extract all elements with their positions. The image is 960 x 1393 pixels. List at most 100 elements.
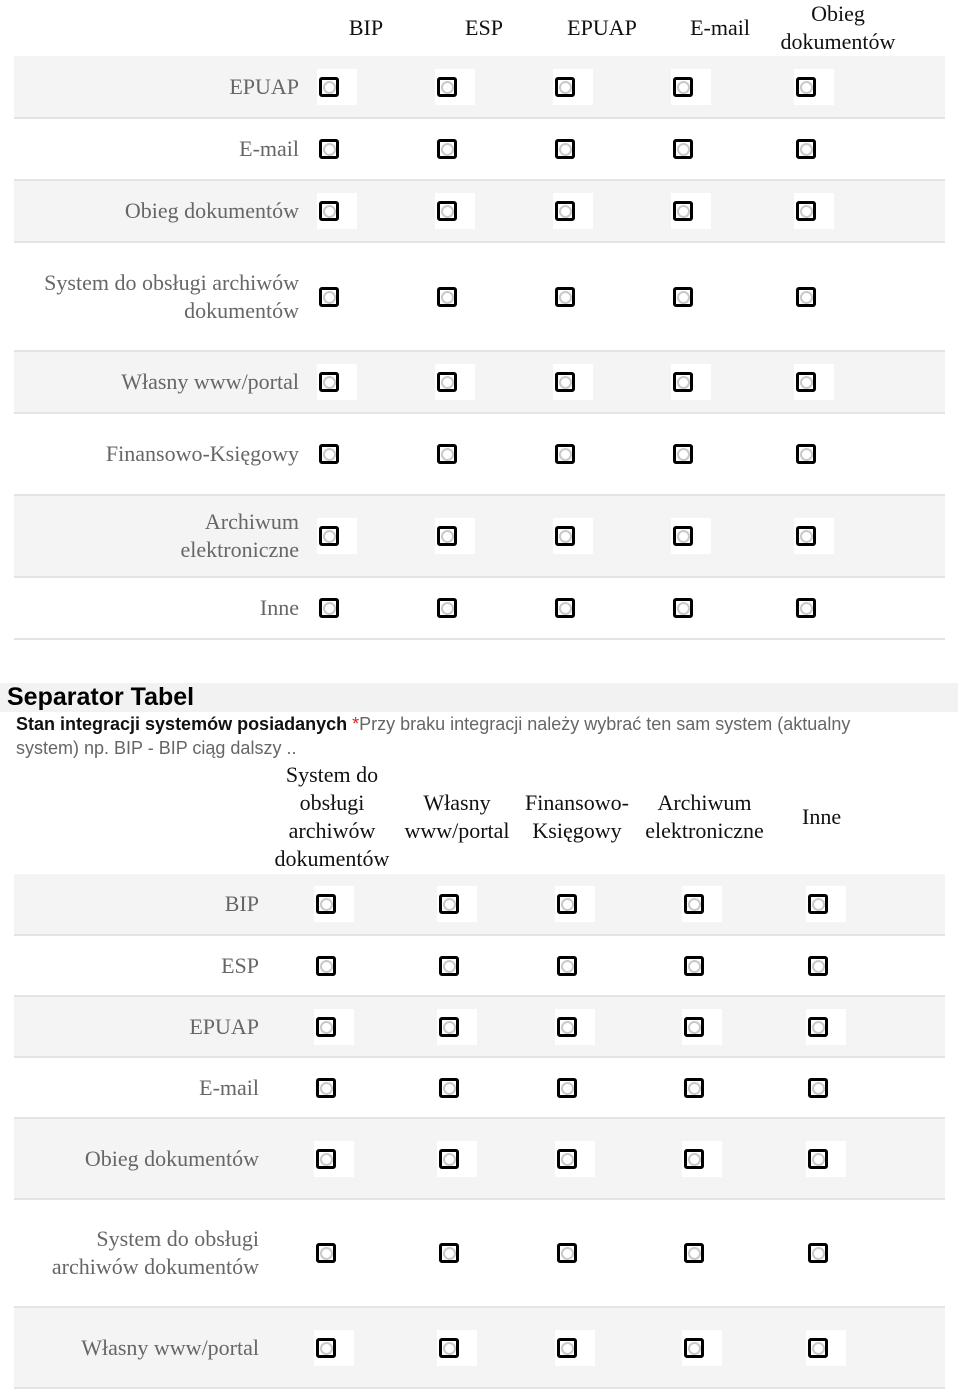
radio-icon[interactable] bbox=[553, 364, 593, 400]
column-header: EPUAP bbox=[567, 15, 637, 40]
radio-icon[interactable] bbox=[314, 1008, 354, 1045]
radio-icon[interactable] bbox=[671, 278, 711, 315]
row-label: System do obsługi archiwów dokumentów bbox=[14, 1199, 267, 1308]
radio-icon[interactable] bbox=[314, 886, 354, 922]
separator-title: Separator Tabel bbox=[0, 683, 958, 712]
column-header: System do obsługi archiwów dokumentów bbox=[274, 762, 390, 871]
radio-icon[interactable] bbox=[806, 886, 846, 922]
radio-icon[interactable] bbox=[682, 1140, 722, 1177]
radio-icon[interactable] bbox=[435, 436, 475, 472]
radio-icon[interactable] bbox=[682, 1329, 722, 1366]
row-label: EPUAP bbox=[14, 56, 307, 119]
radio-icon[interactable] bbox=[553, 68, 593, 105]
radio-icon[interactable] bbox=[553, 436, 593, 472]
radio-icon[interactable] bbox=[794, 68, 834, 105]
column-header: ESP bbox=[465, 15, 503, 40]
radio-icon[interactable] bbox=[435, 68, 475, 105]
radio-icon[interactable] bbox=[682, 1069, 722, 1106]
radio-icon[interactable] bbox=[806, 947, 846, 984]
radio-icon[interactable] bbox=[555, 886, 595, 922]
radio-icon[interactable] bbox=[671, 436, 711, 472]
radio-icon[interactable] bbox=[794, 590, 834, 626]
radio-icon[interactable] bbox=[435, 364, 475, 400]
radio-icon[interactable] bbox=[437, 1235, 477, 1271]
radio-icon[interactable] bbox=[437, 1069, 477, 1106]
corner-cell bbox=[14, 760, 267, 874]
radio-icon[interactable] bbox=[435, 590, 475, 626]
radio-icon[interactable] bbox=[806, 1008, 846, 1045]
radio-icon[interactable] bbox=[437, 947, 477, 984]
radio-icon[interactable] bbox=[555, 1329, 595, 1366]
radio-icon[interactable] bbox=[314, 1235, 354, 1271]
radio-icon[interactable] bbox=[555, 1069, 595, 1106]
radio-icon[interactable] bbox=[794, 436, 834, 472]
radio-icon[interactable] bbox=[314, 1069, 354, 1106]
radio-icon[interactable] bbox=[794, 131, 834, 167]
required-mark: * bbox=[352, 714, 360, 734]
column-header: E-mail bbox=[690, 15, 750, 40]
radio-icon[interactable] bbox=[435, 131, 475, 167]
radio-icon[interactable] bbox=[437, 1008, 477, 1045]
radio-icon[interactable] bbox=[553, 131, 593, 167]
radio-icon[interactable] bbox=[314, 1140, 354, 1177]
radio-icon[interactable] bbox=[555, 1008, 595, 1045]
radio-icon[interactable] bbox=[555, 947, 595, 984]
radio-icon[interactable] bbox=[553, 590, 593, 626]
radio-icon[interactable] bbox=[671, 193, 711, 229]
corner-cell bbox=[14, 0, 307, 56]
radio-icon[interactable] bbox=[671, 364, 711, 400]
row-label: E-mail bbox=[14, 1057, 267, 1119]
radio-icon[interactable] bbox=[806, 1069, 846, 1106]
radio-icon[interactable] bbox=[671, 68, 711, 105]
radio-icon[interactable] bbox=[317, 131, 357, 167]
radio-icon[interactable] bbox=[555, 1140, 595, 1177]
radio-icon[interactable] bbox=[682, 886, 722, 922]
section-description: Stan integracji systemów posiadanych *Pr… bbox=[16, 712, 896, 760]
radio-icon[interactable] bbox=[317, 68, 357, 105]
radio-icon[interactable] bbox=[437, 886, 477, 922]
row-label: Obieg dokumentów bbox=[14, 1118, 267, 1200]
radio-icon[interactable] bbox=[794, 364, 834, 400]
radio-icon[interactable] bbox=[435, 278, 475, 315]
question-note: Przy braku integracji należy wybrać ten … bbox=[16, 714, 851, 758]
radio-icon[interactable] bbox=[317, 590, 357, 626]
radio-icon[interactable] bbox=[553, 278, 593, 315]
radio-icon[interactable] bbox=[671, 518, 711, 554]
radio-icon[interactable] bbox=[806, 1329, 846, 1366]
radio-icon[interactable] bbox=[794, 193, 834, 229]
radio-icon[interactable] bbox=[317, 518, 357, 554]
radio-icon[interactable] bbox=[437, 1140, 477, 1177]
radio-icon[interactable] bbox=[682, 1235, 722, 1271]
radio-icon[interactable] bbox=[553, 518, 593, 554]
radio-icon[interactable] bbox=[435, 518, 475, 554]
row-label: ESP bbox=[14, 935, 267, 997]
radio-icon[interactable] bbox=[671, 131, 711, 167]
row-label: BIP bbox=[14, 874, 267, 936]
radio-icon[interactable] bbox=[317, 193, 357, 229]
radio-icon[interactable] bbox=[682, 1008, 722, 1045]
radio-icon[interactable] bbox=[682, 947, 722, 984]
radio-icon[interactable] bbox=[317, 364, 357, 400]
row-label: Finansowo-Księgowy bbox=[14, 413, 307, 496]
row-label: Inne bbox=[14, 577, 307, 640]
row-label: Obieg dokumentów bbox=[14, 180, 307, 243]
radio-icon[interactable] bbox=[314, 1329, 354, 1366]
radio-icon[interactable] bbox=[806, 1235, 846, 1271]
row-label: Własny www/portal bbox=[14, 351, 307, 414]
radio-icon[interactable] bbox=[435, 193, 475, 229]
radio-icon[interactable] bbox=[317, 436, 357, 472]
radio-icon[interactable] bbox=[671, 590, 711, 626]
radio-icon[interactable] bbox=[794, 518, 834, 554]
radio-icon[interactable] bbox=[555, 1235, 595, 1271]
radio-icon[interactable] bbox=[553, 193, 593, 229]
column-header: Archiwum elektroniczne bbox=[645, 790, 764, 843]
radio-icon[interactable] bbox=[317, 278, 357, 315]
row-label: E-mail bbox=[14, 118, 307, 181]
radio-icon[interactable] bbox=[806, 1140, 846, 1177]
radio-icon[interactable] bbox=[314, 947, 354, 984]
column-header: Finansowo-Księgowy bbox=[525, 790, 629, 843]
radio-icon[interactable] bbox=[794, 278, 834, 315]
column-header: BIP bbox=[348, 15, 384, 40]
column-header: Obieg dokumentów bbox=[780, 1, 896, 54]
radio-icon[interactable] bbox=[437, 1329, 477, 1366]
